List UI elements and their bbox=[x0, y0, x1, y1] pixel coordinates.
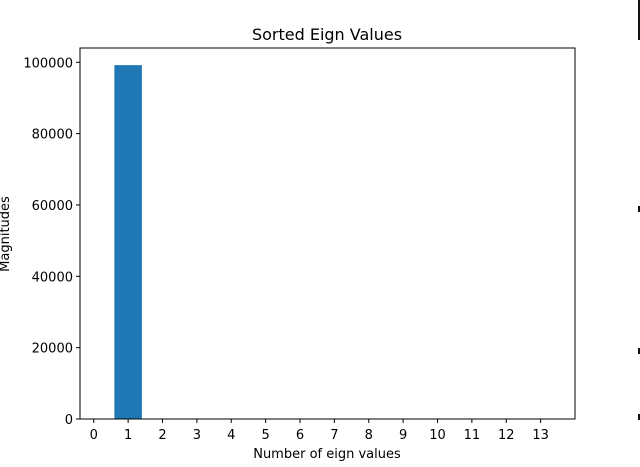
y-axis-ticks: 0 20000 40000 60000 80000 100000 bbox=[23, 56, 80, 428]
window-edge-mark-bottom bbox=[638, 414, 640, 420]
x-tick-label: 3 bbox=[193, 428, 201, 443]
y-axis-label: Magnitudes bbox=[0, 196, 13, 272]
y-tick-label: 40000 bbox=[32, 270, 73, 285]
x-tick-label: 12 bbox=[498, 428, 515, 443]
y-tick-label: 20000 bbox=[32, 342, 73, 357]
y-tick-label: 100000 bbox=[23, 56, 73, 71]
x-tick-label: 2 bbox=[158, 428, 166, 443]
window-edge-mark-mid bbox=[638, 206, 640, 212]
x-tick-label: 5 bbox=[261, 428, 269, 443]
x-tick-label: 0 bbox=[90, 428, 98, 443]
x-tick-label: 13 bbox=[532, 428, 549, 443]
window-edge bbox=[637, 0, 640, 467]
bar-1 bbox=[114, 65, 142, 419]
x-axis-label: Number of eign values bbox=[253, 447, 401, 462]
x-tick-label: 8 bbox=[365, 428, 373, 443]
x-tick-label: 7 bbox=[330, 428, 338, 443]
x-tick-label: 4 bbox=[227, 428, 235, 443]
chart-title: Sorted Eign Values bbox=[252, 25, 402, 44]
window-edge-mark-mid2 bbox=[638, 348, 640, 354]
x-tick-label: 1 bbox=[124, 428, 132, 443]
x-tick-label: 6 bbox=[296, 428, 304, 443]
x-tick-label: 9 bbox=[399, 428, 407, 443]
window-edge-mark-top bbox=[638, 0, 640, 40]
plot-frame bbox=[79, 47, 576, 420]
y-tick-label: 60000 bbox=[32, 199, 73, 214]
y-tick-label: 0 bbox=[65, 413, 73, 428]
bars-group bbox=[114, 65, 142, 419]
x-axis-ticks: 0 1 2 3 4 5 6 7 8 9 10 11 12 13 bbox=[90, 419, 549, 443]
y-tick-label: 80000 bbox=[32, 128, 73, 143]
x-tick-label: 10 bbox=[429, 428, 446, 443]
x-tick-label: 11 bbox=[464, 428, 481, 443]
